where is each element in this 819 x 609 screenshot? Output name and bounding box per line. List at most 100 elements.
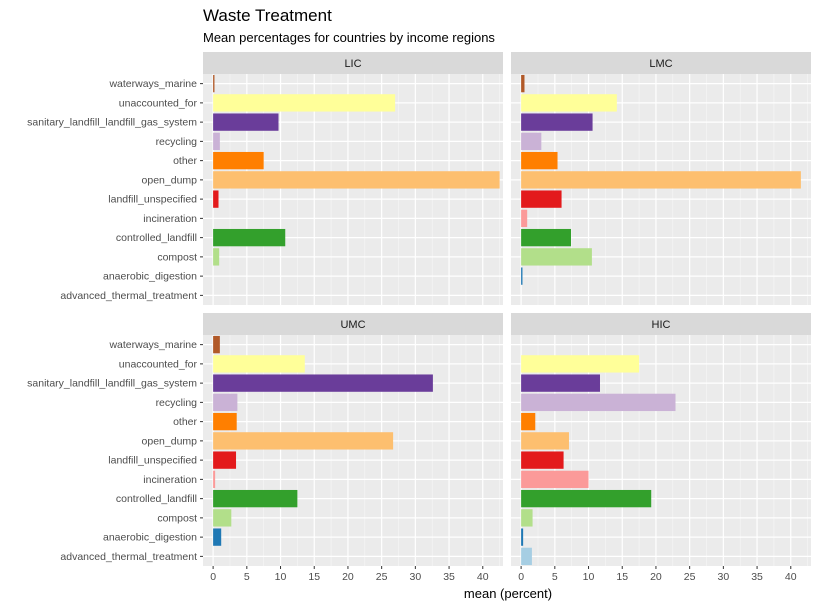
- x-tick-label: 0: [518, 571, 524, 583]
- bar-anaerobic-digestion: [521, 267, 523, 285]
- facet-strip-label: LIC: [344, 58, 361, 70]
- facet-strip-label: HIC: [652, 319, 671, 331]
- bar-unaccounted-for: [521, 94, 617, 112]
- panel-background: [203, 74, 503, 305]
- bar-anaerobic-digestion: [213, 528, 222, 546]
- bar-open-dump: [213, 432, 394, 450]
- panel-background: [511, 335, 811, 566]
- bar-waterways-marine: [521, 74, 525, 93]
- facet-strip: [203, 52, 503, 74]
- panel-background: [511, 74, 811, 305]
- x-tick-label: 35: [443, 571, 455, 583]
- category-label: waterways_marine: [108, 339, 197, 351]
- bar-advanced-thermal-treatment: [521, 547, 532, 566]
- bar-landfill-unspecified: [521, 451, 564, 469]
- x-tick-label: 10: [275, 571, 287, 583]
- bar-landfill-unspecified: [213, 190, 219, 208]
- category-label: recycling: [156, 397, 198, 409]
- category-label: controlled_landfill: [116, 493, 197, 505]
- facet-strip: [511, 52, 811, 74]
- bar-sanitary-landfill-landfill-gas-system: [213, 113, 279, 131]
- category-label: recycling: [156, 136, 198, 148]
- bar-open-dump: [213, 171, 500, 189]
- category-label: other: [173, 155, 197, 167]
- bar-controlled-landfill: [213, 489, 298, 508]
- chart-subtitle: Mean percentages for countries by income…: [203, 30, 495, 45]
- bar-incineration: [521, 209, 528, 228]
- bar-unaccounted-for: [213, 94, 396, 112]
- bar-compost: [213, 248, 220, 266]
- category-label: landfill_unspecified: [108, 455, 197, 467]
- bar-controlled-landfill: [521, 489, 652, 508]
- category-label: compost: [157, 251, 197, 263]
- category-label: incineration: [143, 474, 197, 486]
- x-tick-label: 5: [244, 571, 250, 583]
- bar-controlled-landfill: [213, 228, 286, 247]
- bar-sanitary-landfill-landfill-gas-system: [521, 113, 593, 131]
- facet-strip-label: LMC: [649, 58, 672, 70]
- x-tick-label: 20: [650, 571, 662, 583]
- bar-compost: [521, 509, 533, 527]
- bar-recycling: [521, 132, 542, 151]
- bar-landfill-unspecified: [213, 451, 237, 469]
- x-tick-label: 30: [410, 571, 422, 583]
- category-label: incineration: [143, 213, 197, 225]
- bar-other: [213, 412, 237, 431]
- x-tick-label: 25: [376, 571, 388, 583]
- bar-open-dump: [521, 432, 569, 450]
- bar-other: [521, 151, 558, 170]
- bar-waterways-marine: [213, 74, 215, 93]
- category-label: sanitary_landfill_landfill_gas_system: [27, 378, 197, 390]
- bar-unaccounted-for: [521, 355, 640, 373]
- bar-anaerobic-digestion: [521, 528, 524, 546]
- category-label: unaccounted_for: [119, 358, 198, 370]
- bar-compost: [213, 509, 232, 527]
- x-tick-label: 5: [552, 571, 558, 583]
- bar-other: [213, 151, 264, 170]
- category-label: open_dump: [142, 174, 198, 186]
- category-label: advanced_thermal_treatment: [60, 551, 197, 563]
- x-tick-label: 15: [616, 571, 628, 583]
- x-tick-label: 30: [718, 571, 730, 583]
- facet-panel-lmc: LMC: [511, 52, 811, 305]
- facet-strip: [511, 313, 811, 335]
- bar-unaccounted-for: [213, 355, 305, 373]
- bar-incineration: [213, 470, 216, 489]
- x-tick-label: 25: [684, 571, 696, 583]
- facet-strip-label: UMC: [340, 319, 365, 331]
- bar-recycling: [213, 132, 220, 151]
- category-label: landfill_unspecified: [108, 194, 197, 206]
- x-tick-label: 40: [785, 571, 797, 583]
- bar-sanitary-landfill-landfill-gas-system: [213, 374, 433, 392]
- bar-waterways-marine: [213, 335, 220, 354]
- category-label: unaccounted_for: [119, 97, 198, 109]
- bar-other: [521, 412, 536, 431]
- facet-panels: LICwaterways_marineunaccounted_forsanita…: [27, 52, 811, 583]
- x-tick-label: 0: [210, 571, 216, 583]
- category-label: anaerobic_digestion: [103, 271, 197, 283]
- chart-title: Waste Treatment: [203, 6, 332, 25]
- bar-recycling: [521, 393, 676, 412]
- category-label: compost: [157, 512, 197, 524]
- facet-panel-hic: HIC 0 5 10 15 20 25 30 35 40: [511, 313, 811, 583]
- category-label: other: [173, 416, 197, 428]
- panel-background: [203, 335, 503, 566]
- category-label: anaerobic_digestion: [103, 532, 197, 544]
- bar-landfill-unspecified: [521, 190, 562, 208]
- x-tick-label: 40: [477, 571, 489, 583]
- bar-controlled-landfill: [521, 228, 571, 247]
- category-label: waterways_marine: [108, 78, 197, 90]
- x-axis-title: mean (percent): [464, 586, 552, 601]
- x-tick-label: 10: [583, 571, 595, 583]
- facet-panel-umc: UMC waterways_marine unaccounted_forsanita…: [27, 313, 503, 583]
- x-tick-label: 20: [342, 571, 354, 583]
- bar-compost: [521, 248, 592, 266]
- category-label: sanitary_landfill_landfill_gas_system: [27, 117, 197, 129]
- bar-recycling: [213, 393, 238, 412]
- bar-incineration: [521, 470, 589, 489]
- x-tick-label: 15: [308, 571, 320, 583]
- facet-panel-lic: LIC waterways_marine unaccounted_forsanita…: [27, 52, 503, 305]
- facet-strip: [203, 313, 503, 335]
- x-tick-label: 35: [751, 571, 763, 583]
